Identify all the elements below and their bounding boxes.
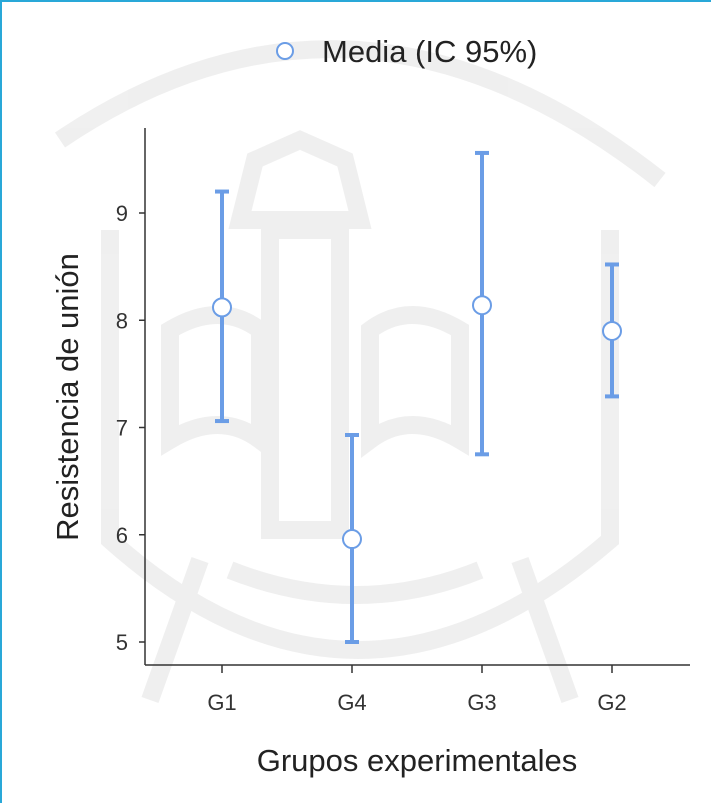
x-tick-label: G1 — [207, 690, 236, 715]
mean-point — [472, 295, 492, 316]
legend-marker — [276, 42, 294, 60]
mean-point — [212, 297, 232, 318]
errorbar-G3 — [472, 150, 492, 457]
x-ticks: G1 G4 G3 G2 — [207, 665, 627, 715]
x-axis-title: Grupos experimentales — [257, 743, 578, 778]
y-axis-title: Resistencia de unión — [50, 253, 85, 541]
y-tick-label: 7 — [116, 416, 128, 441]
mean-point — [602, 320, 622, 341]
y-tick-label: 9 — [116, 201, 128, 226]
errorbar-G4 — [342, 433, 362, 644]
y-tick-label: 8 — [116, 308, 128, 333]
x-tick-label: G4 — [337, 690, 366, 715]
y-tick-label: 6 — [116, 523, 128, 548]
x-tick-label: G2 — [597, 690, 626, 715]
errorbar-G1 — [212, 189, 232, 424]
y-tick-label: 5 — [116, 630, 128, 655]
x-tick-label: G3 — [467, 690, 496, 715]
mean-point — [342, 529, 362, 550]
y-ticks: 5 6 7 8 9 — [116, 201, 145, 655]
errorbars — [212, 150, 622, 644]
legend-label: Media (IC 95%) — [322, 34, 537, 69]
legend: Media (IC 95%) — [276, 34, 537, 69]
errorbar-G2 — [602, 262, 622, 399]
